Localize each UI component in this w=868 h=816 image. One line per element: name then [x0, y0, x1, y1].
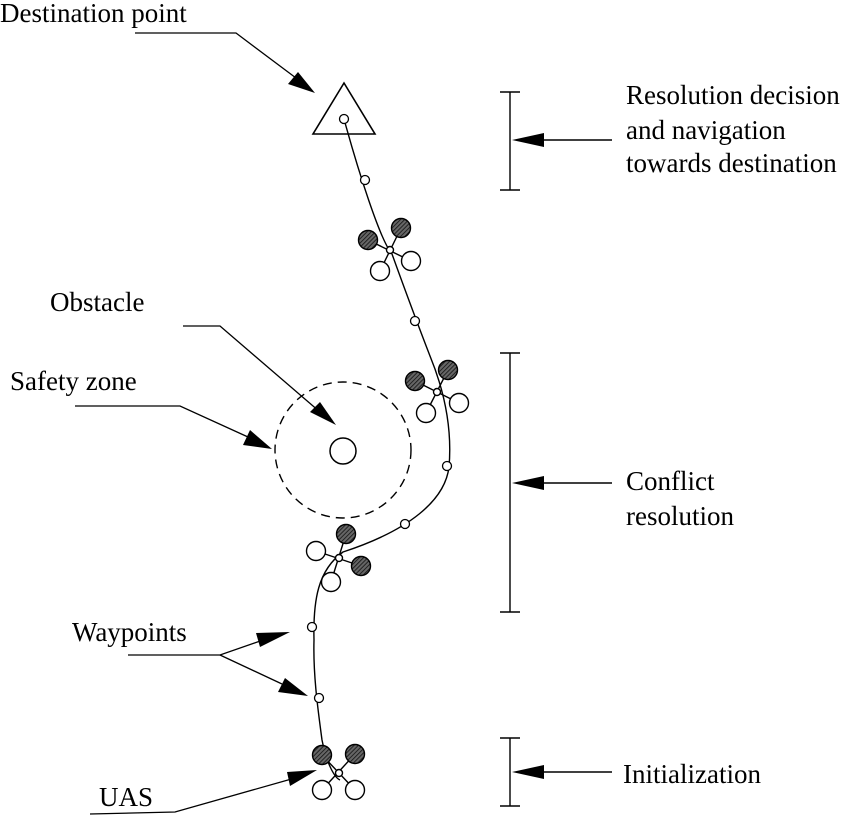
arrowhead-icon	[243, 430, 272, 449]
arrowhead-icon	[512, 133, 544, 147]
waypoint	[338, 113, 350, 125]
waypoints-label: Waypoints	[72, 617, 187, 647]
waypoints-group	[306, 113, 453, 704]
uas-drone-icon	[357, 217, 422, 282]
waypoint	[441, 460, 453, 472]
arrowhead-icon	[512, 476, 544, 490]
obstacle-icon	[329, 437, 357, 465]
arrowhead-icon	[278, 678, 308, 696]
resolution-bracket	[500, 91, 612, 191]
destination-point-icon	[311, 81, 377, 135]
obstacle-leader-line	[183, 325, 321, 413]
initialization-phase-label: Initialization	[623, 759, 761, 789]
arrowhead-icon	[512, 765, 544, 779]
initialization-bracket	[500, 737, 612, 807]
uas-leader-line	[89, 777, 296, 815]
uas-drone-icon	[311, 743, 366, 801]
waypoint	[409, 315, 421, 327]
waypoint	[313, 692, 325, 704]
arrowhead-icon	[288, 72, 315, 93]
arrowhead-icon	[310, 402, 336, 425]
destination-leader-line	[135, 32, 297, 79]
waypoints-leader-line-lower	[219, 654, 283, 685]
uas-drone-icon	[305, 523, 372, 593]
safety-zone-leader-line	[75, 405, 249, 438]
destination-point-label: Destination point	[0, 0, 187, 28]
resolution-phase-label-line2: and navigation	[626, 115, 786, 145]
conflict-phase-label-line1: Conflict	[626, 466, 715, 496]
uas-drone-icon	[404, 359, 470, 424]
uas-label: UAS	[99, 782, 153, 812]
waypoint	[306, 621, 318, 633]
arrowhead-icon	[287, 770, 317, 786]
conflict-bracket	[500, 352, 612, 613]
obstacle-label: Obstacle	[50, 287, 144, 317]
resolution-phase-label-line3: towards destination	[626, 148, 837, 178]
resolution-phase-label-line1: Resolution decision	[626, 80, 840, 110]
safety-zone-label: Safety zone	[10, 366, 137, 396]
waypoint	[399, 518, 411, 530]
arrowhead-icon	[256, 632, 290, 647]
waypoint	[359, 174, 371, 186]
conflict-phase-label-line2: resolution	[626, 501, 734, 531]
safety-zone	[274, 381, 412, 519]
